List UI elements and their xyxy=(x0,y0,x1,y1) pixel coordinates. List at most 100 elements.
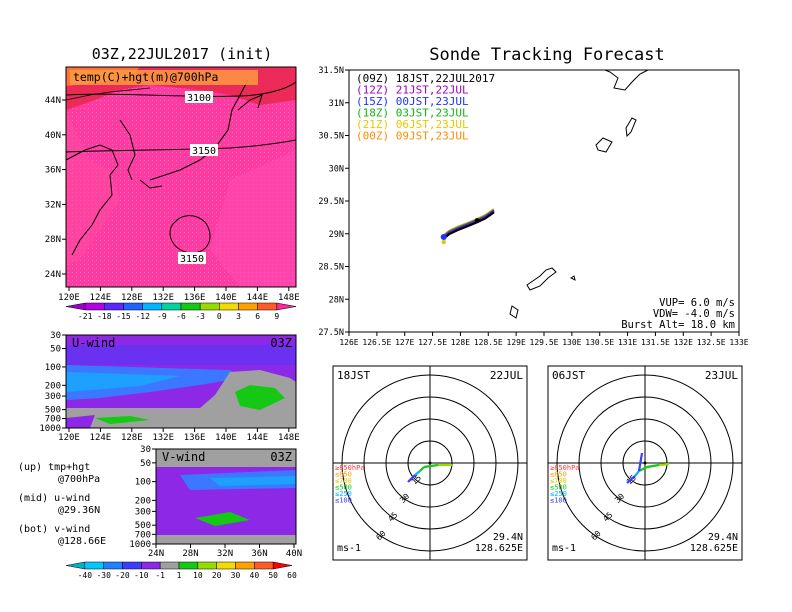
left-map-label: temp(C)+hgt(m)@700hPa xyxy=(73,70,218,84)
wind-colorbar-tick-label: -30 xyxy=(96,571,111,580)
temperature-colorbar: -21 -18 -15 -12 -9 -6 -3 0 3 6 9 xyxy=(65,302,297,321)
v-wind-panel xyxy=(156,449,296,544)
track-x-tick-label: 132E xyxy=(674,338,693,347)
hodograph-trace xyxy=(407,474,416,483)
hodograph-level: ≤850 xyxy=(335,471,352,479)
temperature-colorbar-swatch xyxy=(180,302,201,311)
contour-label-box-3 xyxy=(178,252,206,264)
v-wind-y-tick-label: 200 xyxy=(135,496,151,506)
u-wind-x-tick-label: 140E xyxy=(215,433,237,443)
u-wind-y-tick-label: 700 xyxy=(45,415,61,425)
wind-colorbar-tick-label: -10 xyxy=(134,571,149,580)
note-sub: @29.36N xyxy=(58,505,100,516)
contour-label-box-1 xyxy=(185,91,213,103)
track-x-tick-label: 130E xyxy=(562,338,581,347)
left-map-x-tick-label: 136E xyxy=(184,293,206,303)
left-map-x-tick-label: 148E xyxy=(278,293,300,303)
temperature-colorbar-swatch xyxy=(161,302,182,311)
hodograph-right: 1530456006JST23JUL≥850hPa≤850≤700≤500≤25… xyxy=(547,365,743,561)
temperature-colorbar-tick-label: -3 xyxy=(195,312,205,321)
u-wind-label: U-wind xyxy=(72,336,115,350)
left-map: 3100 3150 3150 xyxy=(66,67,296,287)
u-wind-x-tick-label: 132E xyxy=(152,433,174,443)
hodograph-level: ≥850hPa xyxy=(550,464,580,472)
track-line xyxy=(443,211,495,240)
hodograph-units: ms-1 xyxy=(552,543,576,554)
track-param: VDW= -4.0 m/s xyxy=(653,308,735,320)
left-map-x-tick-label: 144E xyxy=(247,293,269,303)
track-marker xyxy=(441,239,446,245)
hodograph-level: ≤850 xyxy=(550,471,567,479)
temperature-colorbar-swatch xyxy=(65,302,86,311)
track-y-tick-label: 31N xyxy=(329,99,344,109)
left-map-y-tick-label: 44N xyxy=(45,96,61,106)
u-wind-y-tick-label: 100 xyxy=(45,363,61,373)
track-map-frame xyxy=(348,69,740,333)
left-map-y-tick-label: 32N xyxy=(45,200,61,210)
wind-colorbar-swatch xyxy=(197,561,217,570)
track-x-tick-label: 126.5E xyxy=(362,338,391,347)
hodograph-lon: 128.625E xyxy=(690,543,738,554)
u-wind-y-tick-label: 500 xyxy=(45,406,61,416)
contour-label: 3150 xyxy=(180,254,204,265)
left-map-y-tick-label: 36N xyxy=(45,166,61,176)
u-wind-x-axis: 120E 124E 128E 132E 136E 140E 144E 148E xyxy=(58,428,300,443)
track-x-tick-label: 127E xyxy=(395,338,414,347)
wind-colorbar-swatch xyxy=(65,561,86,570)
hodograph-center xyxy=(428,461,432,465)
hodograph-trace xyxy=(637,452,644,472)
track-y-tick-label: 29N xyxy=(329,230,344,240)
u-wind-x-tick-label: 128E xyxy=(121,433,143,443)
track-legend-entry: (09Z) 18JST,22JUL2017 xyxy=(356,72,495,85)
hodograph-time: 06JST xyxy=(552,369,585,382)
temperature-colorbar-tick-label: 9 xyxy=(274,312,279,321)
u-wind-x-tick-label: 124E xyxy=(90,433,112,443)
note-line: (mid) u-wind xyxy=(18,493,90,504)
hodograph-level: ≤250 xyxy=(550,490,567,498)
wind-colorbar-swatch xyxy=(235,561,255,570)
u-wind-y-tick-label: 1000 xyxy=(39,424,61,434)
wind-colorbar-tick-label: 30 xyxy=(231,571,241,580)
wind-colorbar-tick-label: 1 xyxy=(177,571,182,580)
track-x-tick-label: 129.5E xyxy=(530,338,559,347)
v-wind-x-tick-label: 36N xyxy=(251,549,267,559)
track-x-tick-label: 131.5E xyxy=(641,338,670,347)
u-wind-y-tick-label: 30 xyxy=(50,331,61,341)
wind-colorbar-swatch xyxy=(103,561,123,570)
v-wind-y-tick-label: 30 xyxy=(140,445,151,455)
track-legend: (09Z) 18JST,22JUL2017(12Z) 21JST,22JUL (1… xyxy=(356,72,495,143)
hodograph-trace xyxy=(423,463,439,469)
wind-colorbar-swatch xyxy=(216,561,236,570)
temperature-colorbar-tick-label: -18 xyxy=(97,312,112,321)
hodograph-trace xyxy=(638,466,648,472)
wind-colorbar-swatch xyxy=(122,561,142,570)
u-wind-y-tick-label: 200 xyxy=(45,381,61,391)
hodograph-level: ≤100 xyxy=(550,497,567,505)
hodograph-date: 23JUL xyxy=(705,369,738,382)
track-legend-entry: (12Z) 21JST,22JUL xyxy=(356,84,469,97)
track-param: Burst Alt= 18.0 km xyxy=(621,319,735,331)
note-line: (bot) v-wind xyxy=(18,524,90,535)
track-map-x-axis: 126E 126.5E 127E 127.5E 128E 128.5E 129E 129.5E… xyxy=(339,332,749,347)
u-wind-panel xyxy=(66,335,296,428)
track-y-tick-label: 28.5N xyxy=(318,263,344,273)
temperature-colorbar-tick-label: 6 xyxy=(255,312,260,321)
track-legend-entry: (18Z) 03JST,23JUL xyxy=(356,107,469,120)
panel-notes: (up) tmp+hgt@700hPa (mid) u-wind@29.36N (b… xyxy=(18,462,106,547)
v-wind-label: V-wind xyxy=(162,450,205,464)
track-x-tick-label: 127.5E xyxy=(418,338,447,347)
v-wind-x-tick-label: 40N xyxy=(286,549,302,559)
temperature-colorbar-swatch xyxy=(104,302,124,311)
hodograph-level: ≤700 xyxy=(335,477,352,485)
hodograph-center xyxy=(643,461,647,465)
track-marker xyxy=(474,218,480,224)
wind-colorbar-tick-label: 10 xyxy=(193,571,203,580)
hodograph-level: ≥850hPa xyxy=(335,464,365,472)
track-legend-entry: (00Z) 09JST,23JUL xyxy=(356,130,469,143)
track-y-tick-label: 31.5N xyxy=(318,66,344,76)
contour-label-box-2 xyxy=(190,144,218,156)
wind-colorbar-swatch xyxy=(178,561,199,570)
wind-colorbar-swatch xyxy=(254,561,274,570)
wind-colorbar-tick-label: 20 xyxy=(212,571,222,580)
